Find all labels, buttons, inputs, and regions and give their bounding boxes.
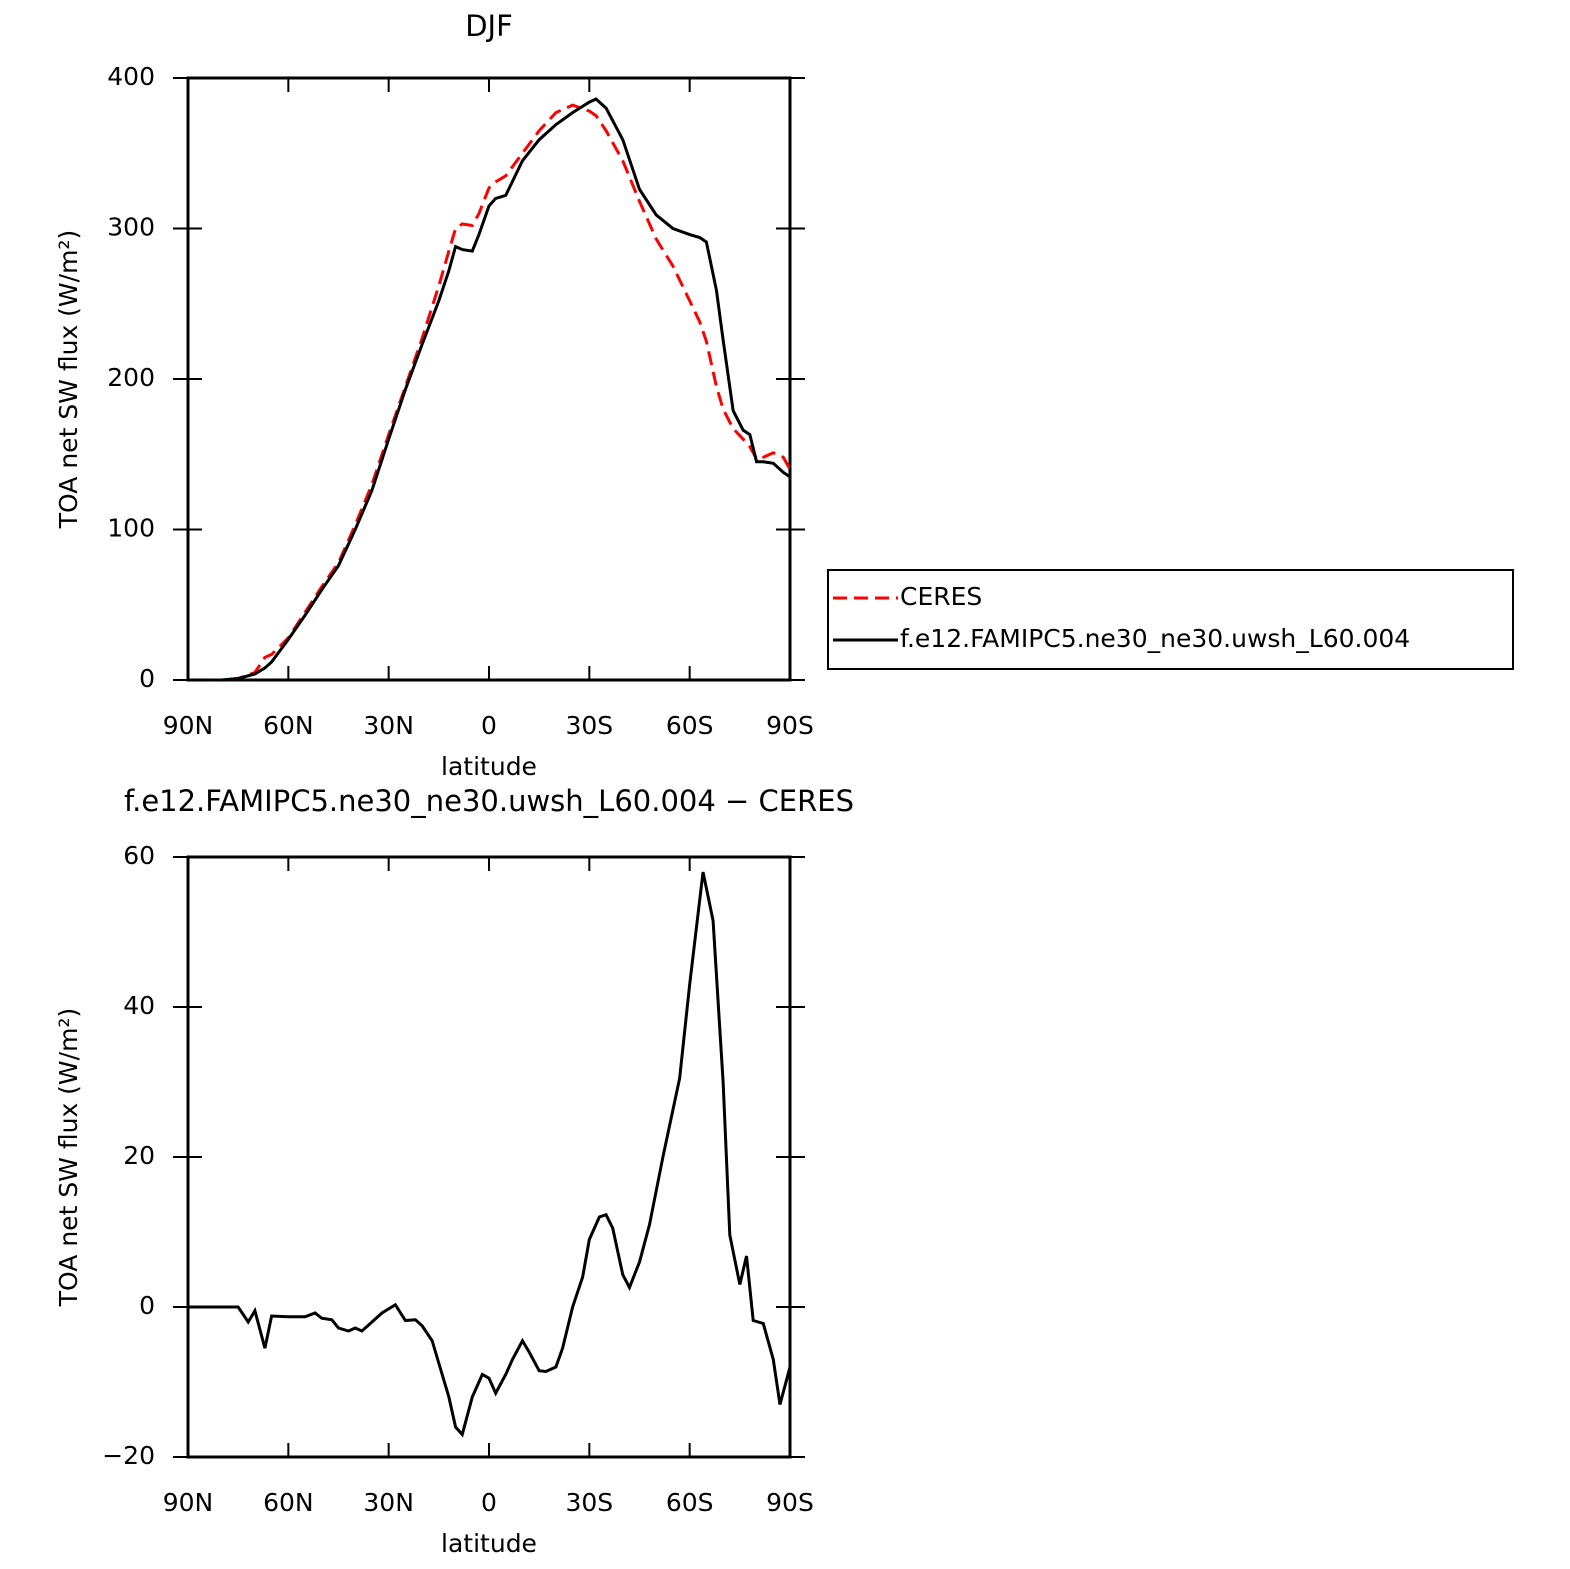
legend-label: CERES <box>900 582 982 611</box>
y-tick-label: 300 <box>107 213 155 242</box>
x-tick-label: 0 <box>481 1488 497 1517</box>
legend-box <box>827 569 1514 670</box>
y-tick-label: 40 <box>123 991 155 1020</box>
data-line <box>188 103 792 682</box>
x-tick-label: 60S <box>666 1488 714 1517</box>
x-axis-label: latitude <box>441 1529 537 1558</box>
legend-label: f.e12.FAMIPC5.ne30_ne30.uwsh_L60.004 <box>900 624 1410 653</box>
x-tick-label: 60S <box>666 711 714 740</box>
x-tick-label: 60N <box>263 711 314 740</box>
y-tick-label: 200 <box>107 363 155 392</box>
x-tick-label: 30N <box>363 1488 414 1517</box>
x-tick-label: 90S <box>766 711 814 740</box>
data-line <box>188 97 791 682</box>
x-axis-label: latitude <box>441 752 537 781</box>
y-tick-label: 400 <box>107 62 155 91</box>
y-tick-label: 0 <box>139 1291 155 1320</box>
y-axis-label: TOA net SW flux (W/m²) <box>54 230 83 529</box>
plot-frame <box>186 76 792 682</box>
data-line <box>188 871 792 1438</box>
y-tick-label: 0 <box>139 664 155 693</box>
plot-frame <box>186 855 792 1459</box>
x-tick-label: 0 <box>481 711 497 740</box>
x-tick-label: 90N <box>163 1488 214 1517</box>
chart-title: DJF <box>465 9 513 43</box>
chart-title: f.e12.FAMIPC5.ne30_ne30.uwsh_L60.004 − C… <box>124 784 854 818</box>
x-tick-label: 30S <box>565 711 613 740</box>
x-tick-label: 90S <box>766 1488 814 1517</box>
y-tick-label: 20 <box>123 1141 155 1170</box>
x-tick-label: 30S <box>565 1488 613 1517</box>
x-tick-label: 30N <box>363 711 414 740</box>
x-tick-label: 90N <box>163 711 214 740</box>
x-tick-label: 60N <box>263 1488 314 1517</box>
y-axis-label: TOA net SW flux (W/m²) <box>54 1008 83 1307</box>
y-tick-label: 60 <box>123 841 155 870</box>
y-tick-label: 100 <box>107 514 155 543</box>
y-tick-label: −20 <box>102 1441 155 1470</box>
